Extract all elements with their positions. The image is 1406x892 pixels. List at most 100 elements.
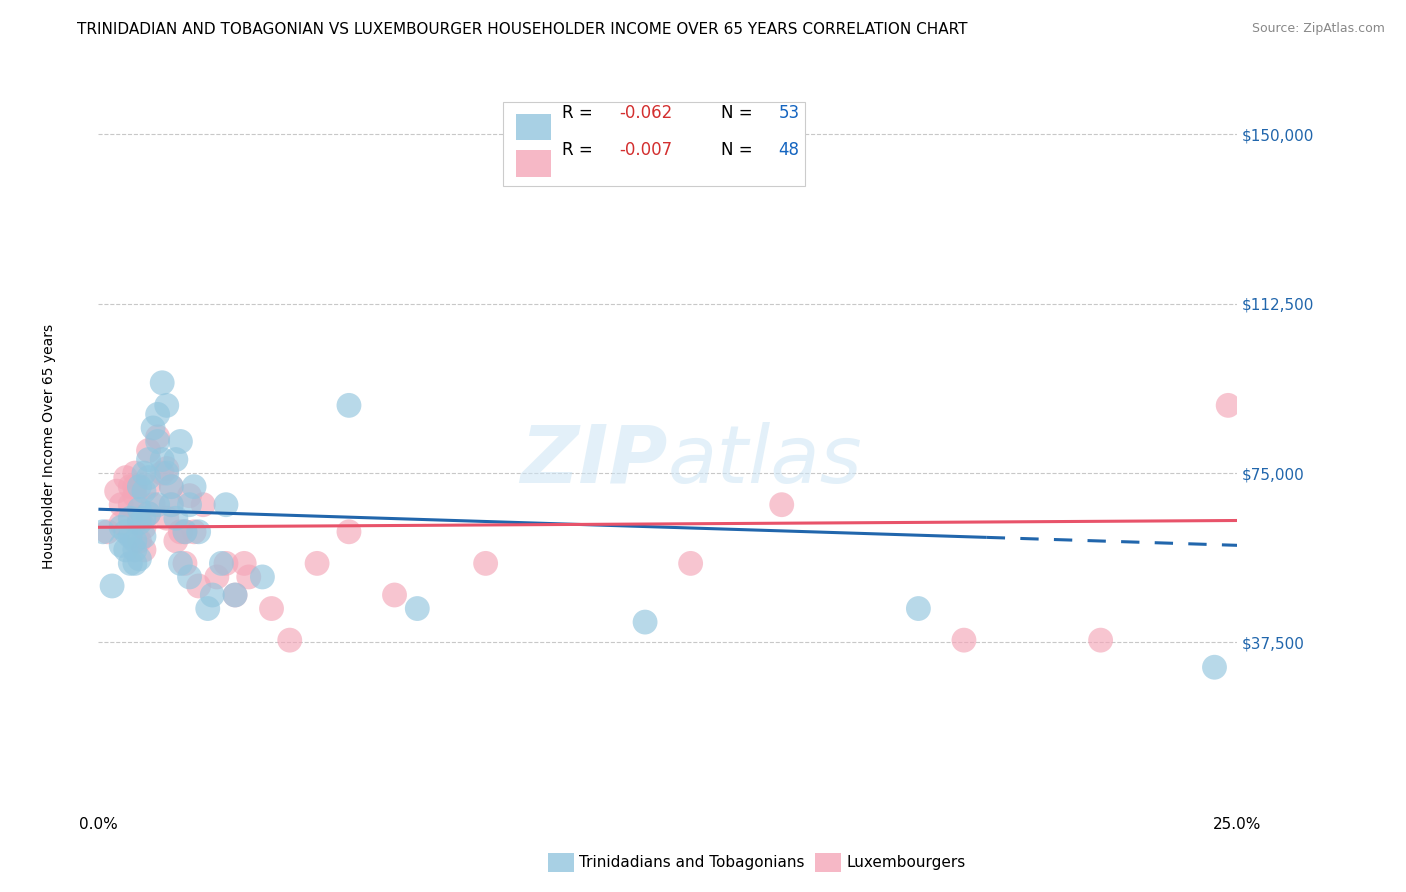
Point: [138, 443, 160, 458]
Point: [156, 511, 179, 525]
Point: [1204, 660, 1226, 674]
Point: [138, 470, 160, 484]
Point: [209, 557, 232, 571]
Point: [160, 498, 183, 512]
Point: [128, 552, 150, 566]
Point: [110, 516, 132, 530]
Point: [146, 408, 169, 422]
Text: -0.007: -0.007: [619, 141, 672, 159]
Point: [132, 484, 155, 499]
Text: N =: N =: [721, 104, 758, 122]
Point: [124, 533, 146, 548]
Point: [193, 498, 215, 512]
Point: [128, 516, 150, 530]
Point: [120, 498, 142, 512]
Point: [252, 570, 274, 584]
Point: [110, 538, 132, 552]
Point: [238, 570, 260, 584]
Point: [634, 615, 657, 629]
Point: [150, 452, 173, 467]
Point: [138, 507, 160, 521]
Point: [183, 480, 205, 494]
Text: TRINIDADIAN AND TOBAGONIAN VS LUXEMBOURGER HOUSEHOLDER INCOME OVER 65 YEARS CORR: TRINIDADIAN AND TOBAGONIAN VS LUXEMBOURG…: [77, 22, 967, 37]
Point: [146, 434, 169, 449]
Point: [406, 601, 429, 615]
Point: [146, 498, 169, 512]
Point: [1218, 398, 1240, 412]
Point: [114, 524, 136, 539]
Point: [215, 557, 238, 571]
Point: [138, 452, 160, 467]
Point: [174, 557, 197, 571]
Text: N =: N =: [721, 141, 758, 159]
Point: [138, 507, 160, 521]
Point: [165, 533, 187, 548]
Point: [124, 489, 146, 503]
Point: [124, 466, 146, 480]
Point: [160, 480, 183, 494]
Point: [124, 542, 146, 557]
Text: atlas: atlas: [668, 422, 863, 500]
Point: [337, 398, 360, 412]
Point: [142, 498, 165, 512]
Point: [132, 511, 155, 525]
Point: [215, 498, 238, 512]
Text: 53: 53: [779, 104, 800, 122]
Point: [953, 633, 976, 648]
Point: [120, 557, 142, 571]
Point: [174, 524, 197, 539]
Point: [160, 498, 183, 512]
Point: [169, 434, 191, 449]
Bar: [516, 114, 551, 140]
Text: Trinidadians and Tobagonians: Trinidadians and Tobagonians: [579, 855, 804, 870]
Point: [224, 588, 246, 602]
Point: [96, 524, 118, 539]
Text: -0.062: -0.062: [619, 104, 672, 122]
Point: [179, 498, 201, 512]
Text: R =: R =: [562, 141, 598, 159]
Point: [124, 480, 146, 494]
Point: [101, 579, 124, 593]
Point: [138, 480, 160, 494]
Point: [679, 557, 702, 571]
Point: [165, 452, 187, 467]
Point: [146, 430, 169, 444]
Text: Luxembourgers: Luxembourgers: [846, 855, 966, 870]
Text: 48: 48: [779, 141, 800, 159]
Text: ZIP: ZIP: [520, 422, 668, 500]
Point: [160, 480, 183, 494]
Point: [337, 524, 360, 539]
Point: [132, 520, 155, 534]
Bar: [516, 151, 551, 177]
Point: [197, 601, 219, 615]
Point: [307, 557, 329, 571]
Point: [169, 557, 191, 571]
Point: [142, 421, 165, 435]
Point: [128, 480, 150, 494]
Point: [179, 489, 201, 503]
Point: [278, 633, 301, 648]
Point: [201, 588, 224, 602]
Text: Source: ZipAtlas.com: Source: ZipAtlas.com: [1251, 22, 1385, 36]
Point: [205, 570, 228, 584]
Point: [770, 498, 793, 512]
Point: [91, 524, 114, 539]
Point: [150, 376, 173, 390]
Text: Householder Income Over 65 years: Householder Income Over 65 years: [42, 324, 56, 568]
Point: [260, 601, 283, 615]
Point: [114, 542, 136, 557]
Point: [120, 529, 142, 543]
Point: [174, 524, 197, 539]
Point: [124, 557, 146, 571]
Point: [384, 588, 406, 602]
Point: [150, 466, 173, 480]
Point: [128, 533, 150, 548]
Point: [120, 511, 142, 525]
Point: [187, 579, 209, 593]
Point: [114, 470, 136, 484]
Point: [1090, 633, 1112, 648]
Point: [165, 511, 187, 525]
Point: [128, 511, 150, 525]
Point: [187, 524, 209, 539]
Point: [224, 588, 246, 602]
